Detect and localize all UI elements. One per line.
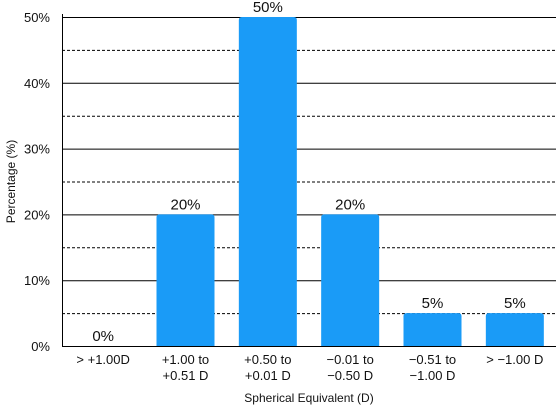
bar-4 [403,313,462,346]
data-label-3: 20% [335,196,365,213]
bar-2 [238,17,297,346]
y-axis-title: Percentage (%) [4,140,18,223]
axes [62,14,556,347]
bar-1 [156,214,215,346]
x-tick-label-5: > −1.00 D [486,352,543,367]
data-labels: 0% 20% 50% 20% 5% 5% [92,0,525,345]
x-tick-label-0: > +1.00D [76,352,130,367]
y-tick-label-0: 0% [31,339,50,354]
y-tick-label-4: 40% [24,76,50,91]
gridlines [62,17,556,315]
bar-5 [485,313,544,346]
data-label-1: 20% [170,196,200,213]
y-tick-label-5: 50% [24,10,50,25]
data-label-4: 5% [422,295,444,312]
x-tick-label-1: +1.00 to +0.51 D [162,352,209,383]
x-tick-label-2: +0.50 to +0.01 D [244,352,291,383]
y-tick-label-3: 30% [24,142,50,157]
y-tick-labels: 0% 10% 20% 30% 40% 50% [24,10,50,354]
x-tick-label-4: −0.51 to −1.00 D [409,352,456,383]
y-tick-label-1: 10% [24,273,50,288]
bars [156,17,544,346]
x-tick-label-3: −0.01 to −0.50 D [326,352,373,383]
x-tick-labels: > +1.00D +1.00 to +0.51 D +0.50 to +0.01 D −0… [76,352,543,383]
data-label-0: 0% [92,328,114,345]
y-tick-label-2: 20% [24,207,50,222]
data-label-5: 5% [504,295,526,312]
x-axis-title: Spherical Equivalent (D) [244,391,373,405]
bar-3 [321,214,380,346]
data-label-2: 50% [253,0,283,16]
